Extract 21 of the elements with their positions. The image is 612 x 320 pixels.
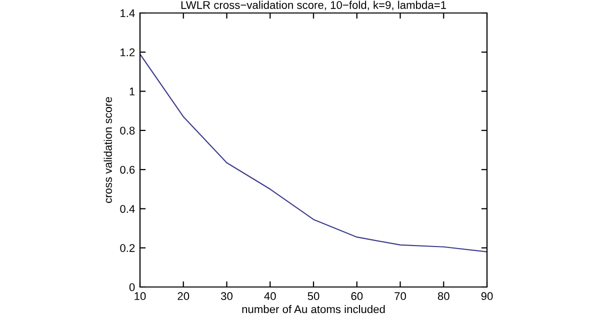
- y-tick-label: 1.4: [120, 9, 135, 18]
- x-tick-label: 80: [438, 292, 450, 300]
- chart-title: LWLR cross−validation score, 10−fold, k=9, lambda=1: [181, 0, 446, 10]
- x-tick-label: 30: [220, 292, 232, 300]
- y-tick-label: 0.2: [120, 244, 135, 252]
- x-tick-label: 90: [481, 292, 493, 300]
- y-tick-label: 0.8: [120, 126, 135, 135]
- x-tick-label: 20: [178, 292, 190, 300]
- y-tick-label: 1.2: [120, 48, 135, 56]
- y-tick-label: 0.6: [120, 166, 135, 174]
- x-axis-title: number of Au atoms included: [242, 304, 385, 314]
- y-tick-label: 0.4: [120, 204, 135, 213]
- x-tick-label: 50: [308, 292, 320, 300]
- line-series: [140, 54, 487, 252]
- x-tick-label: 40: [264, 292, 276, 300]
- x-tick-label: 70: [394, 292, 406, 300]
- x-tick-label: 10: [134, 292, 146, 300]
- y-tick-label: 0: [129, 283, 135, 292]
- y-tick-label: 1: [130, 88, 135, 96]
- y-axis-title: cross validation score: [104, 97, 112, 203]
- x-tick-label: 60: [351, 292, 363, 300]
